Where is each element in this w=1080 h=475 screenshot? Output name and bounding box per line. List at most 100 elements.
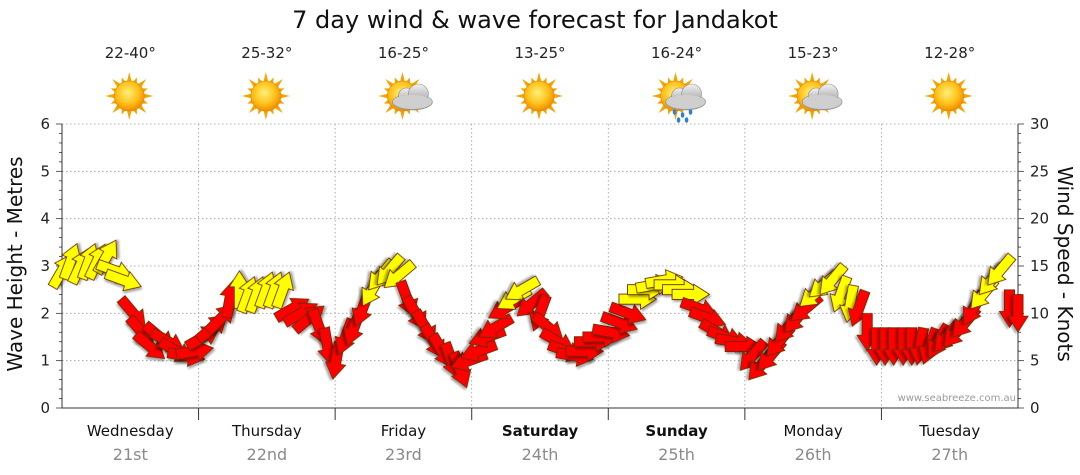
sun-ray [946,109,952,120]
sun-ray [105,93,116,99]
sun-ray [673,72,679,83]
sun-disc [113,80,145,112]
sun-ray [279,93,290,99]
sun-ray [946,72,952,83]
left-tick-label: 5 [40,162,50,180]
right-tick-label: 15 [1030,257,1049,275]
weather-row: 22-40° 25-32° 16-25° 13-25° 16-24° 15-23° 12-2… [105,44,975,123]
wind-arrow-7 [103,268,142,292]
day-name-wednesday: Wednesday [87,422,174,440]
raindrop [688,109,693,115]
raindrop [680,112,685,118]
left-tick-label: 6 [40,115,50,133]
temp-range: 13-25° [514,44,565,62]
day-date: 22nd [247,445,288,464]
cloud-part [666,95,705,109]
sun-cloud-icon [378,72,433,120]
sun-ray [399,109,405,120]
wind-arrow-88 [829,274,853,313]
temp-range: 16-24° [651,44,702,62]
left-tick-label: 1 [40,352,50,370]
sun-ray [809,72,815,83]
day-date: 21st [113,445,148,464]
wind-arrow-64 [608,301,647,325]
day-labels: Wednesday 21st Thursday 22nd Friday 23rd Satur… [87,408,980,464]
wind-arrow-87 [819,262,849,296]
sun-ray [263,109,269,120]
right-tick-label: 25 [1030,162,1049,180]
temp-range: 12-28° [924,44,975,62]
day-name-friday: Friday [381,422,427,440]
cloud-shape [392,83,433,111]
day-name-thursday: Thursday [231,422,302,440]
sun-ray [515,93,526,99]
sun-ray [263,72,269,83]
sun-icon [105,72,154,120]
temp-range: 22-40° [105,44,156,62]
wind-arrow-78 [739,337,769,371]
sun-ray [126,109,132,120]
sun-disc [250,80,282,112]
sun-ray [924,93,935,99]
wind-arrow-106 [987,252,1017,286]
sun-ray [552,93,563,99]
wind-arrow-10 [132,329,166,360]
left-tick-label: 0 [40,399,50,417]
left-tick-label: 4 [40,210,50,228]
right-tick-label: 20 [1030,210,1049,228]
sun-ray [651,93,662,99]
wind-arrow-63 [599,311,639,334]
plot-area: 0 1 2 3 4 5 6 0 5 10 15 20 25 30 [40,115,1049,417]
right-tick-label: 5 [1030,352,1040,370]
sun-ray [536,72,542,83]
sun-icon [241,72,290,120]
wind-arrow-108 [1007,294,1029,333]
right-axis-title: Wind Speed - Knots [1053,166,1077,362]
sun-ray [241,93,253,99]
day-name-saturday: Saturday [502,422,579,440]
right-tick-label: 30 [1030,115,1049,133]
axes: 0 1 2 3 4 5 6 0 5 10 15 20 25 30 [40,115,1049,417]
sun-ray [126,72,132,83]
day-date: 23rd [385,445,422,464]
temp-range: 25-32° [241,44,292,62]
cloud-part [393,95,432,109]
day-date: 27th [931,445,968,464]
day-date: 25th [658,445,695,464]
sun-ray [788,93,799,99]
raindrop [672,109,677,115]
chart-title: 7 day wind & wave forecast for Jandakot [292,6,778,34]
day-name-sunday: Sunday [645,422,708,440]
sun-ray [962,93,973,99]
sun-cloud-icon [788,72,843,120]
temp-range: 15-23° [788,44,839,62]
day-date: 26th [795,445,832,464]
sun-ray [809,109,815,120]
wind-arrows [47,239,1029,389]
sun-ray [143,93,154,99]
raindrop [676,117,681,123]
temp-range: 16-25° [378,44,429,62]
left-axis-title: Wave Height - Metres [3,156,27,371]
cloud-shape [801,83,843,111]
sun-icon [515,72,563,120]
day-date: 24th [522,445,559,464]
left-tick-label: 2 [40,304,50,322]
right-tick-label: 0 [1030,399,1040,417]
wind-arrow-25 [271,271,294,310]
sun-ray [378,93,389,99]
gridlines [62,123,1018,408]
cloud-part [803,95,842,109]
sun-ray [536,109,542,120]
sun-icon [924,72,973,120]
wind-arrow-52 [504,275,542,301]
sun-rain-icon [651,72,706,123]
left-tick-label: 3 [40,257,50,275]
site-credit: www.seabreeze.com.au [898,393,1016,404]
cloud-shape [665,83,706,111]
day-name-monday: Monday [784,422,843,440]
wind-arrow-71 [671,283,711,306]
sun-disc [523,80,555,112]
sun-disc [933,80,965,112]
